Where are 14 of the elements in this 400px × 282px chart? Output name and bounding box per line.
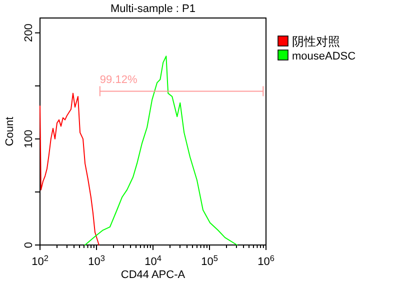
y-tick-label: 100 [23, 130, 35, 148]
chart-title: Multi-sample : P1 [110, 3, 196, 15]
y-tick-label: 0 [23, 242, 35, 248]
x-tick-label: 10$^{5}$ [201, 254, 218, 268]
x-tick-label: 10$^{4}$ [144, 254, 162, 268]
annotation: 99.12% [100, 74, 138, 86]
x-tick-label: 10$^{2}$ [32, 254, 49, 268]
x-tick-label: 10$^{3}$ [88, 254, 106, 268]
x-axis-title: CD44 APC-A [120, 269, 186, 281]
x-tick-label: 10$^{6}$ [258, 254, 275, 268]
y-tick-label: 200 [23, 24, 35, 42]
y-axis-title: Count [4, 116, 16, 146]
legend-label: 阴性对照 [292, 34, 340, 48]
legend-label: mouseADSC [292, 50, 356, 62]
